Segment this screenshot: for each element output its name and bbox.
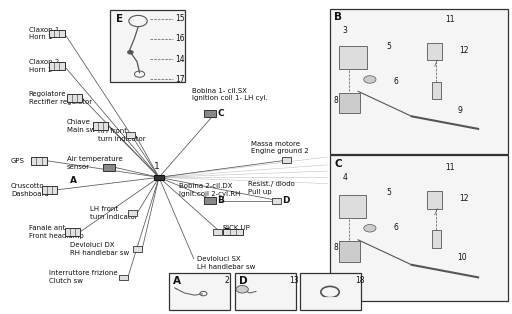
Text: PICK UP: PICK UP: [223, 225, 250, 231]
Bar: [41, 186, 57, 194]
Text: A: A: [70, 176, 77, 185]
Text: C: C: [217, 109, 224, 118]
Bar: [427, 192, 442, 208]
Text: 12: 12: [459, 46, 468, 55]
Text: 17: 17: [175, 75, 185, 84]
Bar: [282, 157, 291, 163]
Bar: [49, 62, 65, 70]
Text: 18: 18: [355, 276, 365, 285]
Text: B: B: [334, 12, 342, 22]
Text: 4: 4: [343, 173, 348, 182]
Text: 6: 6: [394, 224, 399, 232]
Bar: [93, 122, 108, 130]
Text: 3: 3: [343, 26, 348, 35]
Text: 9: 9: [458, 106, 462, 115]
Bar: [133, 246, 142, 252]
Bar: [339, 93, 359, 113]
Bar: [432, 82, 441, 99]
Text: Regolatore
Rectifier regulator: Regolatore Rectifier regulator: [29, 91, 92, 105]
Text: 5: 5: [386, 41, 391, 51]
Bar: [67, 94, 82, 102]
Text: GPS: GPS: [11, 158, 25, 164]
Text: 12: 12: [459, 194, 468, 203]
Text: 13: 13: [290, 276, 300, 285]
Bar: [339, 46, 367, 69]
Bar: [204, 110, 216, 117]
Text: 7: 7: [339, 63, 344, 73]
Bar: [119, 274, 128, 280]
Text: 15: 15: [175, 14, 185, 23]
Bar: [103, 164, 115, 171]
Text: Air temperature
sensor: Air temperature sensor: [67, 156, 123, 170]
Text: 10: 10: [458, 252, 467, 262]
Text: Devioluci DX
RH handlebar sw: Devioluci DX RH handlebar sw: [70, 242, 129, 256]
Text: E: E: [223, 228, 229, 236]
Text: 11: 11: [445, 163, 455, 171]
Bar: [65, 228, 80, 236]
Text: Claxon 2
Horn 2: Claxon 2 Horn 2: [29, 59, 59, 73]
Text: 14: 14: [175, 55, 185, 64]
Circle shape: [236, 285, 248, 293]
Text: RH front
turn indicator: RH front turn indicator: [98, 128, 145, 142]
Text: B: B: [217, 196, 224, 205]
Text: Claxon 1
Horn 1: Claxon 1 Horn 1: [29, 27, 59, 41]
Bar: [31, 157, 47, 165]
Text: D: D: [239, 276, 247, 286]
Text: 16: 16: [175, 34, 185, 43]
Text: Interruttore frizione
Clutch sw: Interruttore frizione Clutch sw: [49, 270, 118, 284]
Bar: [330, 155, 508, 301]
Text: Devioluci SX
LH handlebar sw: Devioluci SX LH handlebar sw: [197, 257, 255, 270]
Text: C: C: [334, 159, 342, 169]
Text: A: A: [173, 276, 181, 286]
Bar: [427, 43, 442, 60]
Text: 8: 8: [334, 243, 338, 252]
Text: E: E: [116, 14, 123, 24]
Bar: [126, 132, 136, 138]
Text: 7: 7: [339, 210, 344, 219]
Text: Bobina 1- cil.SX
Ignition coil 1- LH cyl.: Bobina 1- cil.SX Ignition coil 1- LH cyl…: [192, 88, 268, 101]
Bar: [339, 241, 359, 262]
Text: 1: 1: [154, 162, 160, 171]
Bar: [111, 10, 184, 82]
Text: D: D: [282, 196, 290, 205]
Bar: [272, 198, 281, 203]
Bar: [234, 273, 296, 310]
Text: 6: 6: [394, 77, 399, 85]
Circle shape: [128, 51, 133, 54]
Bar: [128, 210, 137, 216]
Text: Cruscotto
Dashboard: Cruscotto Dashboard: [11, 183, 49, 197]
Bar: [330, 8, 508, 154]
Bar: [204, 197, 216, 204]
Text: 2: 2: [224, 276, 229, 285]
Circle shape: [364, 76, 376, 83]
Text: 8: 8: [334, 96, 338, 105]
Bar: [213, 229, 222, 235]
Text: Fanale ant.
Front headlamp: Fanale ant. Front headlamp: [29, 225, 83, 239]
Bar: [169, 273, 230, 310]
Bar: [339, 195, 366, 218]
Bar: [49, 30, 65, 37]
Text: 5: 5: [386, 188, 391, 198]
Text: 11: 11: [445, 15, 455, 24]
Text: LH front
turn indicator: LH front turn indicator: [90, 206, 138, 220]
Text: Bobina 2-cil.DX
Ignit.coil 2-cyl.RH: Bobina 2-cil.DX Ignit.coil 2-cyl.RH: [179, 183, 241, 197]
Bar: [155, 175, 163, 180]
Text: Resist./ diodo
Pull up: Resist./ diodo Pull up: [248, 181, 295, 195]
Bar: [223, 229, 243, 235]
Circle shape: [364, 225, 376, 232]
Text: Chiave
Main sw: Chiave Main sw: [67, 119, 95, 133]
Bar: [300, 273, 361, 310]
Text: Massa motore
Engine ground 2: Massa motore Engine ground 2: [251, 141, 309, 154]
Bar: [432, 230, 441, 248]
